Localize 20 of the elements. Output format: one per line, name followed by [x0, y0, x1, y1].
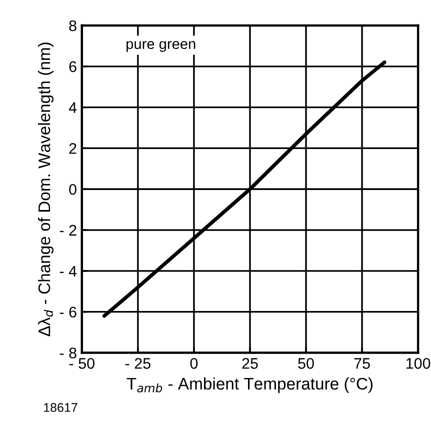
- x-axis-title: T$_{amb}$ - Ambient Temperature (°C): [126, 377, 372, 393]
- y-tick-label: 2: [69, 143, 76, 154]
- y-tick-label: 6: [69, 61, 76, 72]
- x-tick-label: 50: [298, 358, 314, 369]
- y-tick-label: 0: [69, 184, 76, 195]
- y-tick-label: - 8: [60, 348, 76, 358]
- text: 18617: [44, 403, 78, 412]
- annotation: pure green: [126, 41, 196, 52]
- x-tick-label: 100: [406, 358, 430, 369]
- y-tick-label: - 2: [60, 224, 76, 236]
- x-tick-label: 25: [242, 358, 258, 369]
- x-tick-label: - 50: [69, 358, 94, 369]
- x-tick-label: 75: [354, 358, 370, 369]
- x-tick-label: 0: [190, 358, 198, 369]
- y-tick-label: - 4: [60, 266, 77, 276]
- y-tick-label: 4: [68, 102, 77, 113]
- y-tick-label: 8: [69, 20, 76, 32]
- y-axis-title: Δλ$_{d}$ - Change of Dom. Wavelength (nm): [38, 42, 54, 336]
- y-tick-label: - 6: [60, 306, 76, 318]
- x-tick-label: - 25: [125, 358, 150, 369]
